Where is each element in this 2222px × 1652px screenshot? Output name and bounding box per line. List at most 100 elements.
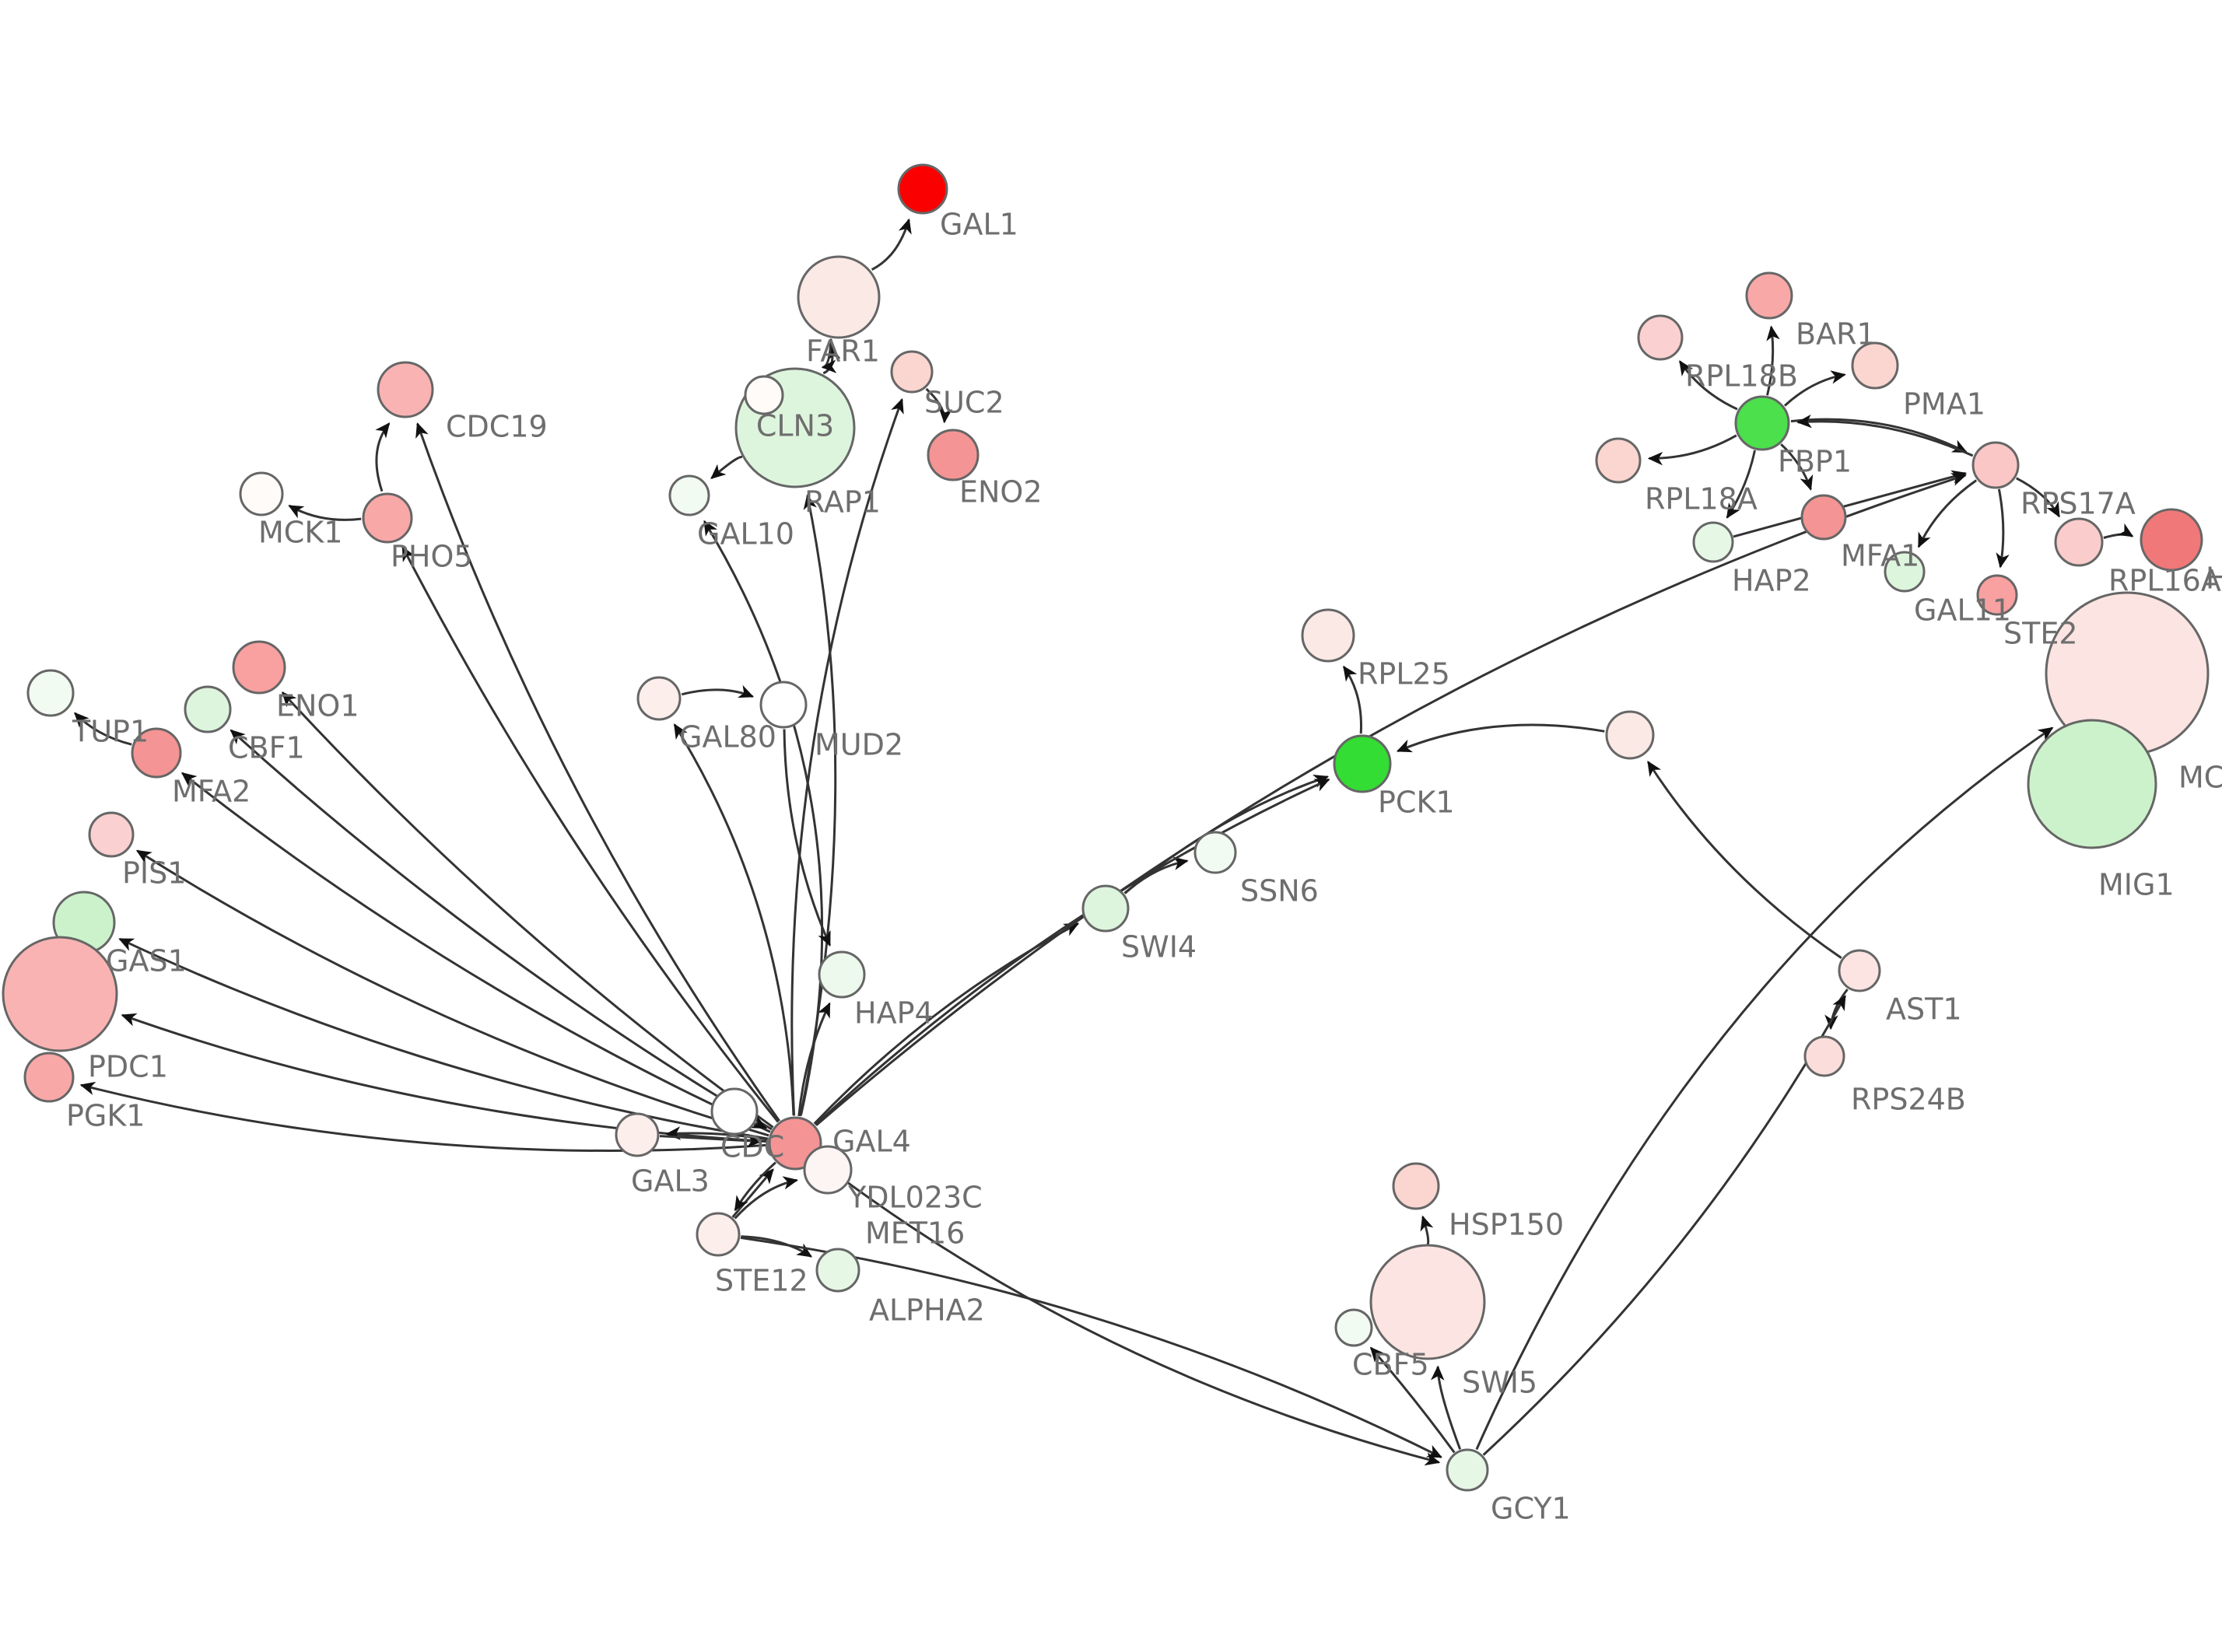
- node-ssn6[interactable]: [1193, 831, 1237, 874]
- node-cbf1[interactable]: [184, 685, 232, 733]
- edge-gal4-to-cln3: [799, 494, 837, 1117]
- node-label-pdc1: PDC1: [88, 1050, 168, 1084]
- node-far1[interactable]: [797, 255, 881, 339]
- edge-pho5-to-mck1: [288, 504, 362, 521]
- node-rps24b[interactable]: [1803, 1035, 1845, 1077]
- node-pma1[interactable]: [1851, 341, 1899, 390]
- node-pgk1[interactable]: [23, 1052, 75, 1103]
- node-label-rpl25: RPL25: [1358, 657, 1450, 691]
- edge-mfa2-to-tup1: [74, 712, 132, 746]
- edge-far1-to-gal1: [871, 218, 912, 271]
- node-cbf5[interactable]: [1334, 1308, 1373, 1347]
- node-layer[interactable]: [2, 163, 2210, 1492]
- node-pis1[interactable]: [88, 811, 135, 858]
- edge-gal4-to-ste12: [734, 1161, 776, 1212]
- node-label-far1: FAR1: [806, 334, 880, 369]
- edge-gal4-to-pdc1: [121, 1013, 768, 1143]
- edge-fbp1-to-rpl18b: [1678, 360, 1738, 411]
- node-mck1[interactable]: [239, 471, 284, 516]
- edge-gcy1-to-cbf5: [1369, 1346, 1456, 1454]
- edge-gal80-to-mud2: [681, 684, 755, 698]
- node-eno1[interactable]: [232, 640, 286, 695]
- node-rpl25[interactable]: [1301, 608, 1355, 663]
- node-mud2[interactable]: [759, 681, 808, 729]
- node-cdc19[interactable]: [377, 361, 434, 418]
- edge-fbp1-to-hap2: [1726, 450, 1756, 519]
- edge-mud2-to-hap4: [783, 729, 831, 947]
- node-gal3[interactable]: [615, 1112, 660, 1157]
- edge-gal3-to-gal4: [659, 1133, 762, 1148]
- edge-far1-to-cln3: [821, 338, 837, 373]
- node-label-cbf5: CBF5: [1352, 1348, 1429, 1382]
- node-label-gal10: GAL10: [697, 517, 794, 551]
- node-hap4[interactable]: [818, 950, 866, 999]
- node-rpl18b[interactable]: [1637, 314, 1684, 361]
- node-gal80[interactable]: [636, 676, 682, 721]
- edge-cdc-to-gal4: [751, 1115, 768, 1129]
- node-alpha2[interactable]: [815, 1248, 860, 1293]
- node-label-met16: MET16: [865, 1216, 965, 1251]
- node-gal10[interactable]: [668, 474, 710, 516]
- edge-gal4-to-suc2: [790, 397, 904, 1116]
- node-label-pis1: PIS1: [122, 856, 186, 891]
- node-label-gas1: GAS1: [106, 944, 187, 978]
- node-suc2[interactable]: [890, 350, 934, 394]
- node-unnamed1[interactable]: [1605, 710, 1655, 760]
- node-rps17a[interactable]: [1971, 441, 2020, 489]
- node-ast1[interactable]: [1838, 949, 1881, 992]
- node-tup1[interactable]: [26, 669, 75, 717]
- edge-cln3-to-gal10: [710, 456, 743, 479]
- edge-rps17a-to-fbp1: [1796, 414, 1974, 457]
- node-ste12[interactable]: [696, 1212, 741, 1257]
- node-label-gal3: GAL3: [631, 1164, 710, 1199]
- node-label-gal1: GAL1: [940, 208, 1018, 242]
- node-label-layer: GAL1 FAR1 SUC2 CLN3 RAP1 ENO2 CDC19 MCK1 PHO5 GAL…: [66, 208, 2222, 1526]
- edge-gcy1-to-mcm1: [1475, 726, 2054, 1451]
- node-gal1[interactable]: [897, 163, 948, 215]
- node-pdc1[interactable]: [2, 936, 118, 1052]
- node-swi4[interactable]: [1081, 884, 1130, 933]
- node-label-mig1: MIG1: [2098, 868, 2175, 902]
- node-label-cln3: CLN3: [756, 409, 834, 443]
- node-fbp1[interactable]: [1734, 395, 1790, 451]
- node-rap1[interactable]: [744, 375, 784, 415]
- node-pho5[interactable]: [362, 492, 413, 544]
- node-label-bar1: BAR1: [1796, 317, 1876, 352]
- node-bar1[interactable]: [1745, 271, 1793, 320]
- node-hap2[interactable]: [1692, 521, 1734, 563]
- node-ydl023c[interactable]: [803, 1145, 853, 1195]
- node-label-rpl18b: RPL18B: [1685, 359, 1798, 394]
- node-swi5[interactable]: [1369, 1244, 1486, 1360]
- edge-pho5-to-cdc19: [375, 422, 391, 492]
- edge-rps17a-to-gal11: [1917, 479, 1978, 548]
- node-label-gcy1: GCY1: [1491, 1492, 1571, 1526]
- edge-fbp1-to-rpl18a: [1647, 434, 1737, 466]
- node-gal11[interactable]: [1884, 551, 1926, 593]
- node-label-ste2: STE2: [2003, 617, 2078, 651]
- node-hsp150[interactable]: [1392, 1162, 1440, 1210]
- node-label-eno1: ENO1: [276, 689, 359, 723]
- node-label-suc2: SUC2: [924, 386, 1004, 420]
- node-his4[interactable]: [2140, 508, 2203, 572]
- node-label-pho5: PHO5: [391, 540, 473, 574]
- node-mfa1[interactable]: [1800, 494, 1847, 541]
- node-rpl16a[interactable]: [2054, 517, 2104, 567]
- node-label-ast1: AST1: [1886, 992, 1962, 1027]
- node-label-pgk1: PGK1: [66, 1099, 145, 1133]
- edge-fbp1-to-rps17a: [1790, 418, 1968, 453]
- node-label-rps17a: RPS17A: [2020, 487, 2136, 521]
- node-eno2[interactable]: [927, 429, 980, 481]
- node-mfa2[interactable]: [131, 727, 182, 779]
- node-mig1[interactable]: [2027, 719, 2157, 849]
- edge-suc2-to-eno2: [925, 387, 953, 424]
- node-gcy1[interactable]: [1446, 1448, 1489, 1492]
- node-label-rpl18a: RPL18A: [1645, 482, 1758, 516]
- node-pck1[interactable]: [1333, 734, 1392, 793]
- node-label-pma1: PMA1: [1903, 387, 1985, 422]
- node-cdc[interactable]: [710, 1087, 759, 1136]
- node-rpl18a[interactable]: [1595, 437, 1642, 484]
- node-label-mud2: MUD2: [815, 728, 903, 762]
- node-ste2[interactable]: [1976, 574, 2018, 616]
